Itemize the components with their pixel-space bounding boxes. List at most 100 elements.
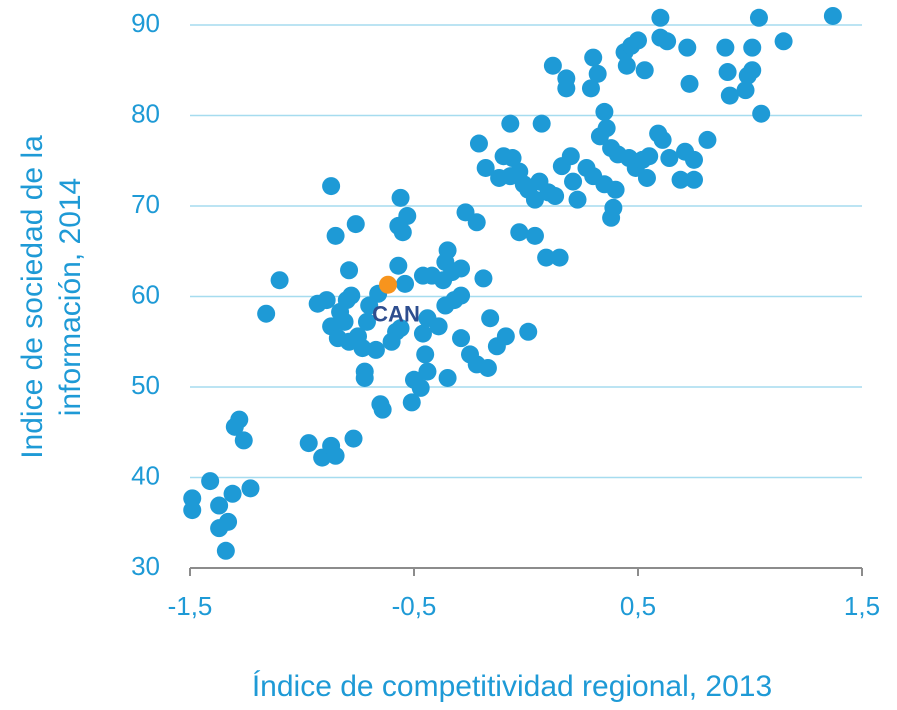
point [393, 223, 412, 242]
point [561, 147, 580, 166]
point [379, 275, 398, 294]
point [353, 339, 372, 358]
y-tick-label: 70 [131, 189, 160, 219]
point [568, 190, 587, 209]
point [510, 223, 529, 242]
point [474, 269, 493, 288]
point [490, 168, 509, 187]
point [326, 446, 345, 465]
point-annotation: CAN [372, 302, 420, 327]
y-axis-label-line: Indice de sociedad de la [16, 135, 49, 459]
point [629, 31, 647, 50]
point [257, 304, 276, 323]
point [382, 332, 401, 351]
point [637, 168, 656, 187]
point [366, 340, 385, 359]
point [736, 81, 755, 100]
point [557, 79, 576, 98]
point [373, 400, 392, 419]
point [270, 271, 289, 290]
point [418, 362, 437, 381]
point [340, 261, 359, 280]
point [201, 472, 220, 491]
point [299, 434, 318, 453]
point [501, 114, 520, 133]
point [402, 393, 421, 412]
y-tick-label: 50 [131, 370, 160, 400]
point [581, 79, 600, 98]
point [532, 114, 551, 133]
point [467, 213, 486, 232]
y-tick-label: 60 [131, 279, 160, 309]
point [413, 324, 432, 343]
point [716, 38, 735, 57]
point [584, 48, 603, 67]
point [396, 274, 415, 293]
point [525, 226, 544, 245]
point [317, 291, 336, 310]
point [416, 345, 435, 364]
point [595, 102, 614, 121]
point [525, 190, 544, 209]
x-tick-label: 0,5 [620, 591, 656, 621]
point [478, 358, 497, 377]
point [452, 259, 471, 278]
point [685, 170, 703, 189]
point [743, 38, 762, 57]
point [588, 64, 607, 83]
point [519, 322, 538, 341]
point [469, 134, 488, 153]
point [494, 147, 513, 166]
point [452, 329, 471, 348]
point [357, 312, 376, 331]
point [389, 256, 408, 275]
point [418, 309, 437, 328]
point [391, 188, 410, 207]
point [698, 130, 717, 149]
point [604, 198, 623, 217]
point [678, 38, 697, 57]
point [653, 130, 672, 149]
point [355, 368, 374, 387]
point [660, 149, 679, 168]
y-axis-label-line: información, 2014 [54, 178, 87, 416]
x-tick-label: -0,5 [392, 591, 437, 621]
point [752, 104, 771, 123]
point [398, 206, 417, 225]
point [597, 119, 616, 138]
point [210, 496, 229, 515]
point [640, 147, 659, 166]
point [617, 56, 636, 75]
point [476, 158, 495, 177]
point [219, 512, 238, 531]
point [223, 484, 242, 503]
y-tick-label: 80 [131, 98, 160, 128]
point [514, 175, 533, 194]
point [823, 6, 842, 25]
point [183, 501, 202, 520]
point [743, 61, 762, 80]
point [230, 410, 249, 429]
point [685, 150, 703, 169]
y-tick-label: 30 [131, 551, 160, 581]
point [671, 170, 690, 189]
point [546, 187, 565, 206]
point [234, 431, 253, 450]
point [543, 56, 562, 75]
point [651, 8, 670, 27]
point [481, 309, 500, 328]
point [774, 32, 793, 51]
x-tick-label: -1,5 [168, 591, 213, 621]
point [322, 177, 341, 196]
point [606, 180, 625, 199]
point [496, 327, 515, 346]
point [391, 319, 410, 338]
point [216, 541, 235, 560]
point [680, 74, 699, 93]
point [564, 172, 583, 191]
point [452, 286, 471, 305]
point [335, 312, 354, 331]
y-tick-label: 40 [131, 460, 160, 490]
x-tick-label: 1,5 [844, 591, 880, 621]
